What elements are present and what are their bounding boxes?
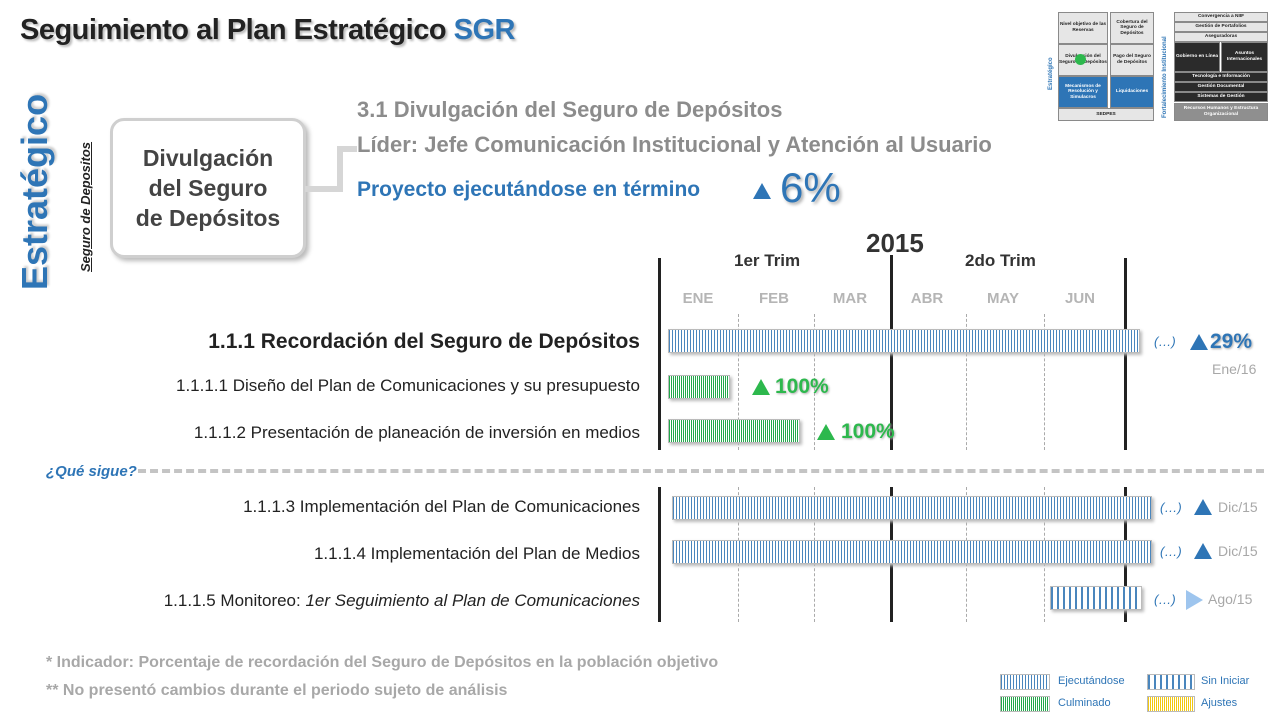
- project-percent: 6%: [780, 164, 841, 211]
- legend-label: Ejecutándose: [1058, 675, 1125, 687]
- task-bar-executing: [672, 496, 1152, 520]
- up-arrow-icon: [752, 379, 770, 395]
- up-arrow-icon: [1190, 334, 1208, 350]
- month-label: ABR: [910, 290, 944, 307]
- section-divider: [138, 469, 1264, 473]
- task-percent: 100%: [841, 420, 895, 443]
- map-cell: Gestión de Portafolios: [1174, 22, 1268, 32]
- page-title: Seguimiento al Plan Estratégico SGR: [20, 14, 515, 47]
- connector-line-top: [337, 146, 357, 152]
- task-label: 1.1.1.1 Diseño del Plan de Comunicacione…: [175, 376, 640, 395]
- task-date: Dic/15: [1218, 499, 1258, 515]
- map-cell: Asuntos Internacionales: [1221, 42, 1268, 72]
- map-cell: Mecanismos de Resolución y Simulacros: [1058, 76, 1108, 108]
- legend-swatch-completed: [1000, 696, 1050, 712]
- quarter-label: 1er Trim: [734, 251, 801, 270]
- map-cell: Sistemas de Gestión: [1174, 92, 1268, 102]
- project-name: 3.1 Divulgación del Seguro de Depósitos: [357, 97, 783, 122]
- project-box-line: Divulgación: [142, 145, 274, 171]
- connector-line: [305, 146, 343, 192]
- project-box-line: de Depósitos: [135, 205, 281, 231]
- task-label: 1.1.1.2 Presentación de planeación de in…: [193, 423, 640, 442]
- title-prefix: Seguimiento al Plan Estratégico: [20, 14, 454, 46]
- legend-swatch-not-started: [1147, 674, 1195, 690]
- task-bar-executing: [668, 329, 1140, 353]
- timeline-start-line: [658, 258, 661, 450]
- task-label: 1.1.1.4 Implementación del Plan de Medio…: [313, 544, 640, 563]
- project-leader: Líder: Jefe Comunicación Institucional y…: [357, 132, 992, 157]
- map-cell: Liquidaciones: [1110, 76, 1154, 108]
- month-label: FEB: [759, 290, 789, 307]
- timeline-year: 2015: [866, 228, 924, 258]
- task-date: Dic/15: [1218, 543, 1258, 559]
- project-box: Divulgación del Seguro de Depósitos: [110, 118, 306, 258]
- task-ellipsis: (…): [1154, 592, 1176, 607]
- map-cell: Gestión Documental: [1174, 82, 1268, 92]
- up-arrow-icon: [753, 183, 771, 199]
- month-label: MAR: [832, 290, 868, 307]
- map-cell: SEDPES: [1058, 108, 1154, 121]
- task-ellipsis: (…): [1160, 544, 1182, 559]
- task-bar-completed: [668, 419, 800, 443]
- month-grid-line: [814, 314, 815, 450]
- month-label: JUN: [1064, 290, 1095, 307]
- task-date: Ago/15: [1208, 591, 1253, 607]
- title-accent: SGR: [453, 14, 516, 46]
- task-label-main: 1.1.1 Recordación del Seguro de Depósito…: [208, 330, 640, 353]
- map-cell: Tecnología e Información: [1174, 72, 1268, 82]
- current-project-marker: [1075, 54, 1086, 65]
- task-percent: 29%: [1210, 330, 1253, 353]
- up-arrow-icon: [1194, 543, 1212, 559]
- task-bar-not-started: [1050, 586, 1142, 610]
- task-label: 1.1.1.3 Implementación del Plan de Comun…: [243, 497, 640, 516]
- map-cell: Cobertura del Seguro de Depósitos: [1110, 12, 1154, 44]
- month-label: MAY: [987, 290, 1019, 307]
- legend-label: Ajustes: [1201, 697, 1238, 709]
- footnote: * Indicador: Porcentaje de recordación d…: [46, 654, 719, 671]
- task-date: Ene/16: [1212, 361, 1257, 377]
- task-label-prefix: 1.1.1.5 Monitoreo:: [163, 591, 306, 610]
- project-status: Proyecto ejecutándose en término: [357, 178, 701, 201]
- task-ellipsis: (…): [1154, 334, 1176, 349]
- task-label: 1.1.1.5 Monitoreo: 1er Seguimiento al Pl…: [164, 591, 640, 611]
- month-grid-line: [966, 314, 967, 450]
- up-arrow-icon: [817, 424, 835, 440]
- month-grid-line: [738, 314, 739, 450]
- map-right-label: Fortalecimiento Institucional: [1162, 36, 1168, 118]
- vertical-title: Estratégico: [14, 93, 55, 290]
- task-percent: 100%: [775, 375, 829, 398]
- strategic-map-thumbnail: Estratégico Nivel objetivo de las Reserv…: [1046, 10, 1268, 122]
- month-label: ENE: [682, 290, 714, 307]
- map-cell: Aseguradoras: [1174, 32, 1268, 42]
- map-cell: Convergencia a NIIF: [1174, 12, 1268, 22]
- timeline-end-line: [1124, 258, 1127, 450]
- task-ellipsis: (…): [1160, 500, 1182, 515]
- legend-swatch-adjustments: [1147, 696, 1195, 712]
- right-arrow-icon: [1186, 590, 1203, 610]
- map-cell: Gobierno en Línea: [1174, 42, 1220, 72]
- month-grid-line: [1044, 314, 1045, 450]
- legend-label: Sin Iniciar: [1201, 675, 1250, 687]
- task-bar-executing: [672, 540, 1152, 564]
- map-left-label: Estratégico: [1048, 57, 1054, 90]
- timeline-start-line: [658, 487, 661, 622]
- quarter-label: 2do Trim: [965, 251, 1036, 270]
- map-cell: Recursos Humanos y Estructura Organizaci…: [1174, 103, 1268, 121]
- legend-label: Culminado: [1058, 697, 1111, 709]
- task-label-italic: 1er Seguimiento al Plan de Comunicacione…: [305, 591, 640, 610]
- footnote: ** No presentó cambios durante el period…: [46, 682, 508, 699]
- project-box-line: del Seguro: [148, 175, 268, 201]
- map-cell: Pago del Seguro de Depósitos: [1110, 44, 1154, 76]
- task-bar-completed: [668, 375, 730, 399]
- legend-swatch-executing: [1000, 674, 1050, 690]
- map-cell: Nivel objetivo de las Reservas: [1058, 12, 1108, 44]
- vertical-subtitle: Seguro de Depositos: [78, 141, 93, 272]
- up-arrow-icon: [1194, 499, 1212, 515]
- que-sigue-label: ¿Qué sigue?: [46, 463, 137, 480]
